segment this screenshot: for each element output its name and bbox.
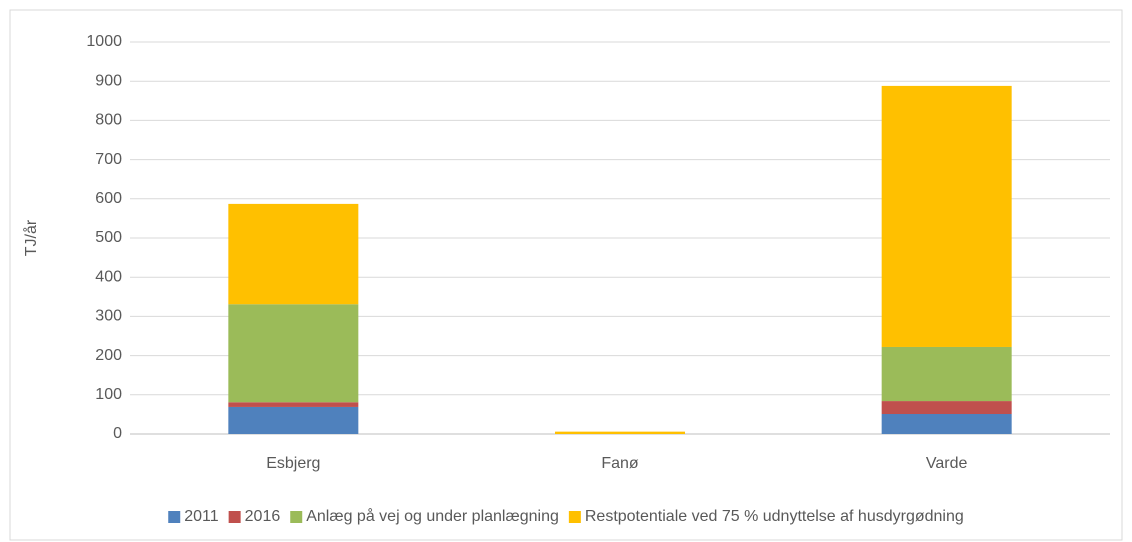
y-tick-label: 800 [95, 112, 122, 129]
y-tick-label: 1000 [86, 33, 122, 50]
legend-swatch [290, 511, 303, 523]
legend-swatch [168, 511, 181, 523]
bar-segment [555, 431, 685, 434]
y-tick-label: 700 [95, 151, 122, 168]
bar-segment [881, 414, 1012, 434]
y-tick-label: 300 [95, 308, 122, 325]
legend-label: Restpotentiale ved 75 % udnyttelse af hu… [585, 508, 964, 525]
bar-segment [228, 203, 359, 305]
bar-segment [881, 346, 1012, 402]
legend-swatch [568, 511, 581, 523]
bar-segment [881, 85, 1012, 347]
legend-label: 2011 [184, 508, 219, 525]
y-tick-label: 200 [95, 347, 122, 364]
x-tick-label: Varde [926, 455, 968, 472]
x-tick-label: Fanø [601, 455, 639, 472]
y-axis-label: TJ/år [22, 219, 40, 256]
y-tick-label: 400 [95, 268, 122, 285]
y-tick-label: 0 [113, 425, 122, 442]
legend-label: Anlæg på vej og under planlægning [306, 507, 559, 525]
y-tick-label: 600 [95, 190, 122, 207]
y-tick-label: 900 [95, 72, 122, 89]
y-tick-label: 100 [95, 386, 122, 403]
bar-segment [228, 402, 359, 407]
y-tick-label: 500 [95, 229, 122, 246]
bar-segment [228, 406, 359, 434]
legend-swatch [228, 511, 241, 523]
bar-segment [228, 304, 359, 403]
legend-label: 2016 [245, 508, 281, 525]
bar-segment [881, 401, 1012, 415]
x-tick-label: Esbjerg [266, 455, 320, 472]
